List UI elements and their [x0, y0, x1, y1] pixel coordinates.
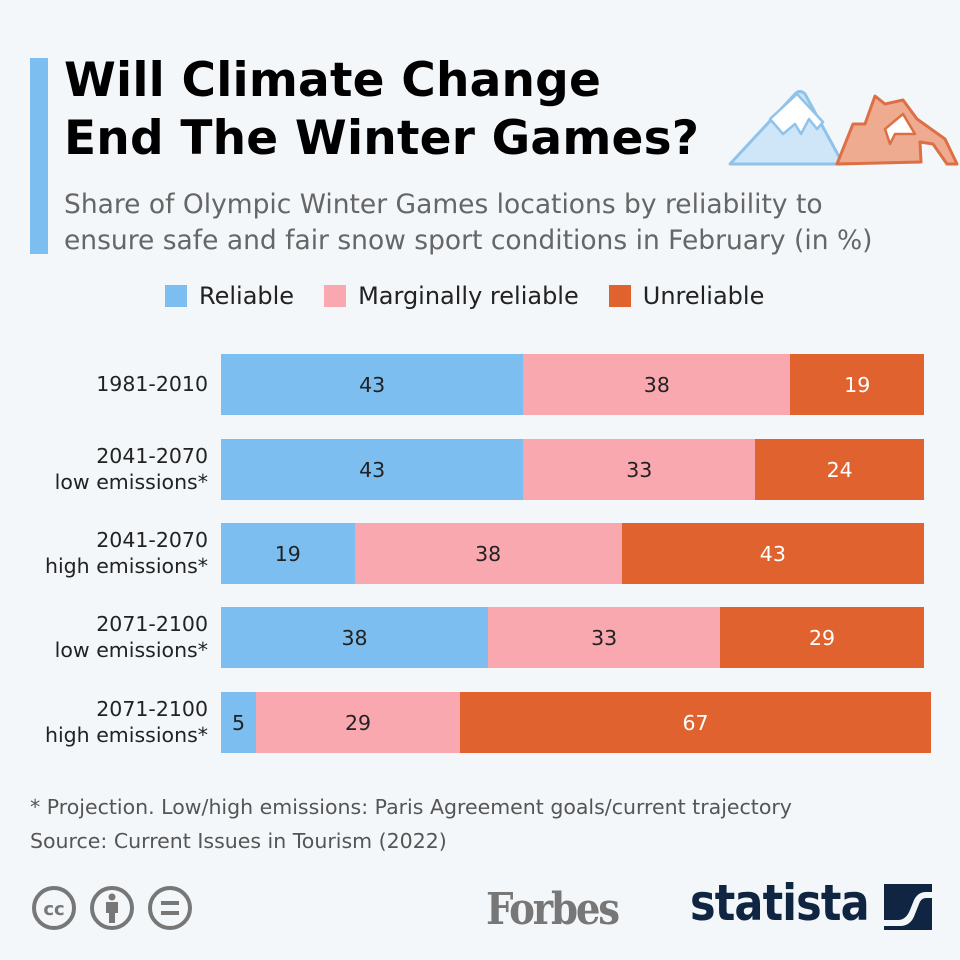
cc-icon — [32, 886, 76, 930]
data-label: 33 — [626, 457, 653, 482]
row-label-line: high emissions* — [44, 723, 208, 747]
legend-swatch — [165, 285, 187, 307]
bar-segment: 19 — [221, 523, 355, 584]
row-label-line: low emissions* — [54, 638, 208, 662]
legend-swatch — [324, 285, 347, 307]
row-label-line: 1981-2010 — [96, 372, 208, 396]
data-label: 43 — [759, 541, 786, 566]
source: Source: Current Issues in Tourism (2022) — [30, 829, 447, 853]
bar-segment: 29 — [720, 607, 924, 668]
data-label: 43 — [359, 457, 386, 482]
statista-logo-icon — [884, 884, 932, 930]
mountains-icon — [728, 90, 959, 166]
title-line-1: Will Climate Change — [64, 53, 602, 108]
legend-label: Reliable — [199, 282, 295, 310]
footnote: * Projection. Low/high emissions: Paris … — [30, 795, 792, 819]
statista-logo: statista — [690, 874, 870, 932]
subtitle-line-1: Share of Olympic Winter Games locations … — [64, 189, 823, 220]
data-label: 33 — [591, 625, 618, 650]
bar-segment: 38 — [523, 354, 791, 415]
data-label: 5 — [232, 710, 246, 735]
bar-segment: 67 — [460, 692, 932, 753]
bar-segment: 24 — [755, 439, 924, 500]
row-label: 2041-2070 low emissions* — [55, 443, 208, 495]
bar-segment: 43 — [221, 439, 524, 500]
legend-item-unreliable: Unreliable — [608, 282, 765, 310]
page-title: Will Climate Change End The Winter Games… — [64, 52, 699, 168]
bar-segment: 5 — [221, 692, 257, 753]
bar-segment: 33 — [523, 439, 756, 500]
row-label-line: 2041-2070 — [96, 528, 208, 552]
no-derivatives-icon — [148, 886, 192, 930]
legend-item-reliable: Reliable — [165, 282, 294, 310]
legend-item-marginally-reliable: Marginally reliable — [324, 282, 579, 310]
data-label: 19 — [844, 372, 871, 397]
row-label-line: 2041-2070 — [96, 444, 208, 468]
data-label: 38 — [643, 372, 670, 397]
cc-license-icons: cc — [32, 886, 192, 930]
attribution-icon — [90, 886, 134, 930]
bar-segment: 29 — [256, 692, 460, 753]
bar-segment: 43 — [221, 354, 524, 415]
title-line-2: End The Winter Games? — [64, 111, 700, 166]
data-label: 38 — [475, 541, 502, 566]
legend: Reliable Marginally reliable Unreliable — [165, 282, 764, 310]
data-label: 19 — [274, 541, 301, 566]
row-label: 1981-2010 — [96, 371, 208, 397]
svg-text:cc: cc — [43, 899, 64, 920]
legend-label: Marginally reliable — [358, 282, 579, 310]
row-label-line: low emissions* — [54, 470, 208, 494]
title-accent-bar — [30, 58, 48, 254]
bar-segment: 38 — [354, 523, 622, 584]
subtitle: Share of Olympic Winter Games locations … — [64, 187, 872, 259]
row-label: 2041-2070 high emissions* — [45, 527, 208, 579]
data-label: 43 — [359, 372, 386, 397]
bar-segment: 43 — [621, 523, 924, 584]
data-label: 38 — [341, 625, 368, 650]
data-label: 29 — [345, 710, 372, 735]
legend-label: Unreliable — [642, 282, 765, 310]
bar-segment: 38 — [221, 607, 489, 668]
forbes-logo: Forbes — [486, 884, 620, 935]
row-label-line: high emissions* — [44, 554, 208, 578]
row-label-line: 2071-2100 — [96, 697, 208, 721]
row-label-line: 2071-2100 — [96, 612, 208, 636]
data-label: 29 — [809, 625, 836, 650]
bar-segment: 33 — [488, 607, 721, 668]
legend-swatch — [608, 285, 631, 307]
subtitle-line-2: ensure safe and fair snow sport conditio… — [64, 225, 873, 256]
data-label: 24 — [826, 457, 853, 482]
bar-segment: 19 — [790, 354, 924, 415]
data-label: 67 — [682, 710, 709, 735]
row-label: 2071-2100 low emissions* — [55, 611, 208, 663]
row-label: 2071-2100 high emissions* — [45, 696, 208, 748]
